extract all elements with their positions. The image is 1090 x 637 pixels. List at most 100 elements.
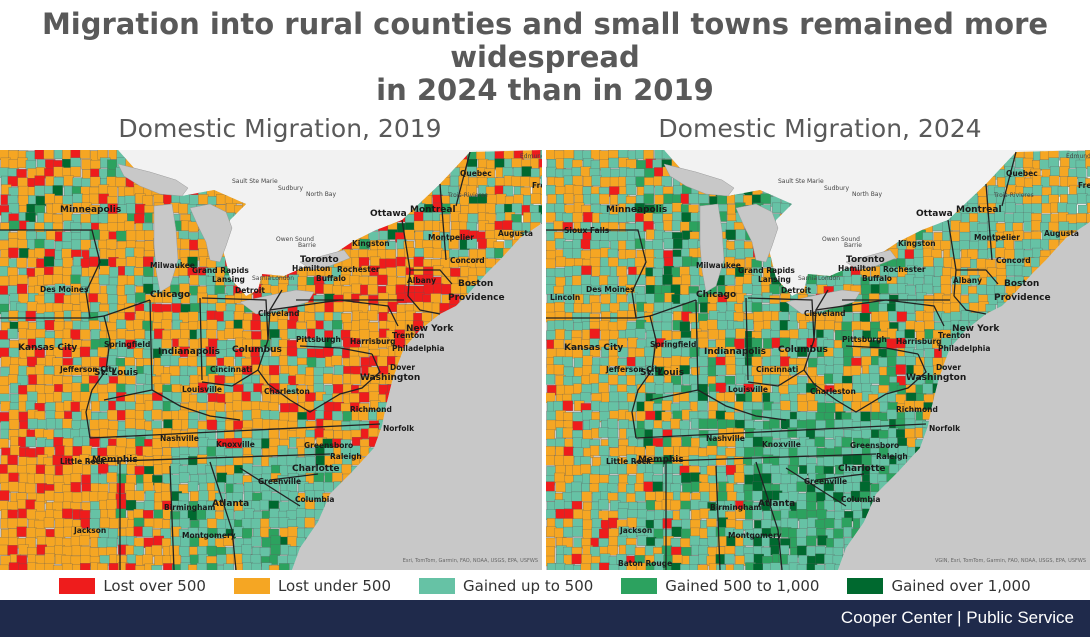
- county-cell: [780, 400, 791, 411]
- county-cell: [879, 293, 891, 305]
- county-cell: [654, 194, 665, 206]
- county-cell: [448, 238, 459, 249]
- county-cell: [261, 490, 273, 502]
- state-borders: [0, 151, 471, 570]
- county-cell: [851, 274, 862, 285]
- county-cell: [423, 283, 435, 295]
- county-cell: [645, 410, 656, 422]
- county-cell: [421, 312, 433, 323]
- county-cell: [54, 527, 65, 538]
- county-cell: [97, 347, 108, 358]
- chart-title: Migration into rural counties and small …: [0, 8, 1090, 107]
- county-cell: [540, 185, 542, 196]
- county-cell: [546, 240, 557, 251]
- county-cell: [735, 229, 746, 240]
- county-cell: [333, 301, 344, 313]
- county-cell: [580, 274, 592, 285]
- county-cell: [7, 518, 19, 529]
- county-cell: [79, 150, 91, 159]
- county-cell: [26, 509, 37, 520]
- county-cell: [672, 202, 683, 213]
- county-cell: [242, 463, 253, 474]
- county-cell: [904, 249, 916, 260]
- state-border: [149, 299, 153, 391]
- county-cell: [323, 481, 334, 493]
- county-cell: [477, 158, 489, 170]
- county-cell: [187, 221, 199, 232]
- county-cell: [616, 266, 627, 277]
- county-cell: [661, 312, 673, 323]
- county-cell: [124, 284, 135, 295]
- county-cell: [251, 536, 262, 547]
- county-cell: [385, 258, 397, 269]
- county-cell: [905, 320, 916, 331]
- county-cell: [80, 230, 91, 241]
- county-cell: [16, 526, 27, 537]
- state-border: [201, 297, 269, 387]
- county-cell: [547, 194, 558, 205]
- county-cell: [1031, 203, 1042, 214]
- county-cell: [832, 373, 844, 384]
- county-cell: [349, 393, 360, 404]
- map-2024: Sault Ste Marie Sudbury North Bay Trois-Riv…: [546, 150, 1090, 570]
- county-cell: [196, 392, 208, 404]
- county-cell: [546, 212, 556, 223]
- state-border: [257, 353, 381, 413]
- county-cell: [217, 565, 228, 570]
- county-cell: [151, 565, 162, 570]
- county-cell: [206, 563, 218, 570]
- county-cell: [270, 544, 281, 555]
- county-cell: [251, 562, 262, 570]
- county-cell: [395, 320, 406, 331]
- county-cell: [296, 338, 307, 349]
- county-cell: [599, 193, 610, 205]
- county-cell: [134, 213, 145, 225]
- county-cell: [485, 203, 496, 214]
- county-cell: [44, 490, 55, 501]
- county-cell: [8, 409, 20, 420]
- county-cell: [717, 320, 728, 331]
- county-cell: [28, 276, 39, 287]
- county-cell: [62, 383, 73, 394]
- city-label: New York: [406, 324, 454, 334]
- county-cell: [496, 193, 507, 205]
- county-cell: [277, 319, 289, 330]
- county-cell: [107, 409, 118, 421]
- county-cell: [79, 346, 91, 358]
- county-cell: [824, 438, 835, 450]
- county-cell: [188, 564, 199, 570]
- county-cell: [940, 240, 951, 251]
- county-cell: [359, 319, 370, 331]
- county-cell: [27, 418, 38, 429]
- county-cell: [670, 418, 681, 429]
- county-cell: [798, 328, 809, 340]
- county-cell: [423, 247, 434, 258]
- county-cell: [124, 186, 135, 198]
- county-cell: [179, 517, 190, 529]
- county-cell: [617, 375, 629, 386]
- county-cell: [18, 411, 29, 423]
- title-line-1: Migration into rural counties and small …: [41, 7, 1049, 74]
- county-cell: [742, 283, 753, 295]
- county-cell: [895, 364, 906, 375]
- state-border: [89, 423, 381, 439]
- county-cell: [850, 365, 862, 376]
- county-cell: [72, 193, 83, 204]
- county-cell: [562, 427, 574, 439]
- county-cell: [341, 313, 352, 324]
- county-cell: [761, 328, 772, 340]
- county-cell: [45, 536, 56, 548]
- county-cell: [106, 537, 118, 549]
- county-cell: [80, 563, 91, 570]
- county-cell: [44, 446, 55, 458]
- city-label: Quebec: [460, 169, 492, 178]
- county-cell: [869, 301, 880, 313]
- county-cell: [563, 193, 574, 204]
- county-cell: [608, 157, 619, 169]
- city-label: Washington: [360, 373, 420, 383]
- county-cell: [716, 301, 727, 313]
- county-cell: [341, 464, 352, 475]
- county-cell: [135, 203, 146, 215]
- county-cell: [645, 284, 656, 296]
